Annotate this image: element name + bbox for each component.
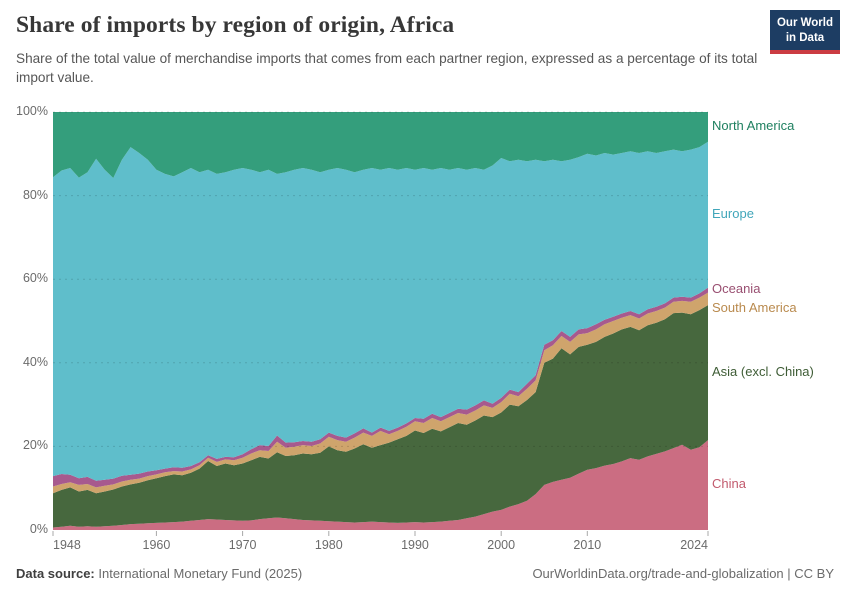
area-north-america [53, 112, 708, 178]
data-source: Data source: International Monetary Fund… [16, 566, 302, 581]
logo-line-1: Our World [776, 17, 833, 29]
owid-logo[interactable]: Our World in Data [770, 10, 840, 55]
chart-footer: Data source: International Monetary Fund… [0, 566, 850, 581]
credit-link[interactable]: OurWorldinData.org/trade-and-globalizati… [532, 566, 834, 581]
chart-subtitle: Share of the total value of merchandise … [16, 51, 758, 85]
x-axis-label-1980: 1980 [314, 538, 343, 552]
legend-label-china[interactable]: China [712, 476, 746, 491]
data-source-value: International Monetary Fund (2025) [98, 566, 303, 581]
x-axis-label-2010: 2010 [573, 538, 602, 552]
y-axis-label-40pct: 40% [22, 355, 48, 369]
y-axis-label-0pct: 0% [29, 522, 48, 536]
x-axis-label-1960: 1960 [142, 538, 171, 552]
legend-label-europe[interactable]: Europe [712, 206, 754, 221]
x-axis-label-1970: 1970 [228, 538, 257, 552]
y-axis-label-80pct: 80% [22, 188, 48, 202]
x-axis-label-2024: 2024 [680, 538, 708, 552]
area-asia-excl-china [53, 305, 708, 528]
x-axis-label-1990: 1990 [401, 538, 429, 552]
y-axis: 0% 20% 40% 60% 80% 100% [0, 0, 48, 600]
y-axis-label-60pct: 60% [22, 271, 48, 285]
logo-line-2: in Data [785, 32, 825, 45]
area-europe [53, 141, 708, 481]
area-china [53, 440, 708, 530]
legend-label-north-america[interactable]: North America [712, 118, 795, 133]
legend-label-asia-excl-china[interactable]: Asia (excl. China) [712, 364, 814, 379]
page-title: Share of imports by region of origin, Af… [16, 12, 455, 38]
y-axis-label-100pct: 100% [16, 104, 48, 118]
data-source-label: Data source: [16, 566, 95, 581]
y-axis-label-20pct: 20% [22, 438, 48, 452]
x-axis-label-2000: 2000 [487, 538, 516, 552]
legend-label-oceania[interactable]: Oceania [712, 281, 761, 296]
legend-label-south-america[interactable]: South America [712, 300, 797, 315]
x-axis-label-1948: 1948 [53, 538, 81, 552]
